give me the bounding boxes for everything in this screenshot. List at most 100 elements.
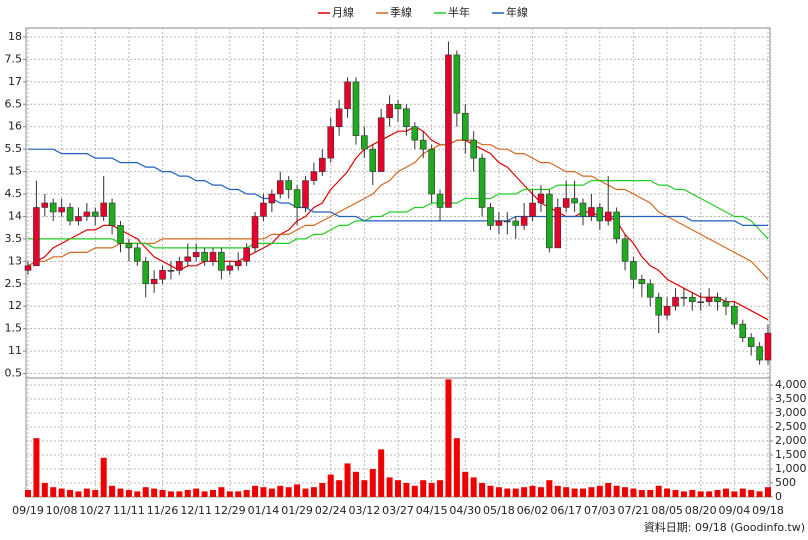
candle-body xyxy=(529,202,536,217)
y-tick-label: 17 xyxy=(8,75,22,88)
volume-bar xyxy=(117,488,124,497)
x-tick-label: 04/15 xyxy=(416,504,448,517)
volume-bar xyxy=(462,471,469,497)
volume-bar xyxy=(504,488,511,497)
volume-bar xyxy=(176,491,183,497)
candle-body xyxy=(319,157,326,172)
x-tick-label: 06/17 xyxy=(550,504,582,517)
y2-tick-label: 1,500 xyxy=(775,448,807,461)
candle-body xyxy=(335,108,343,128)
volume-bar xyxy=(151,488,158,497)
volume-bar xyxy=(41,483,48,497)
volume-bar xyxy=(100,457,107,497)
candle-body xyxy=(495,220,503,226)
x-tick-label: 01/14 xyxy=(248,504,280,517)
volume-bar xyxy=(756,491,763,497)
candle-body xyxy=(394,103,402,110)
candle-body xyxy=(218,252,225,271)
candle-body xyxy=(739,323,747,338)
volume-bar xyxy=(302,488,309,497)
volume-bar xyxy=(420,480,427,497)
legend-label: 月線 xyxy=(332,5,354,19)
candle-body xyxy=(411,126,419,141)
volume-bar xyxy=(638,490,645,497)
candle-body xyxy=(613,211,620,240)
candle-body xyxy=(134,247,141,262)
y2-tick-label: 1,000 xyxy=(775,462,807,475)
candle-body xyxy=(386,103,393,119)
moving-average-line xyxy=(27,139,769,280)
volume-bar xyxy=(277,485,284,497)
x-tick-label: 10/27 xyxy=(79,504,111,517)
x-tick-label: 07/21 xyxy=(618,504,650,517)
x-tick-label: 08/05 xyxy=(651,504,683,517)
volume-bar xyxy=(386,477,393,497)
legend-label: 半年 xyxy=(448,5,470,19)
volume-bar xyxy=(411,485,418,497)
y-tick-label: 2.5 xyxy=(5,277,23,290)
candle-body xyxy=(520,216,528,226)
volume-bar xyxy=(403,483,410,497)
x-tick-label: 06/02 xyxy=(517,504,549,517)
volume-bar xyxy=(706,491,713,497)
candle-body xyxy=(260,202,267,217)
volume-bar xyxy=(252,485,259,497)
moving-average-line xyxy=(28,180,769,249)
volume-bar xyxy=(588,487,595,497)
candle-body xyxy=(646,283,654,298)
volume-bar xyxy=(487,485,494,497)
y-tick-label: 6.5 xyxy=(5,97,23,110)
x-tick-label: 11/26 xyxy=(147,504,179,517)
candle-body xyxy=(243,247,250,262)
volume-bar xyxy=(167,491,174,497)
candle-body xyxy=(655,296,662,316)
volume-bar xyxy=(546,480,553,497)
candle-body xyxy=(554,207,562,249)
volume-bar xyxy=(445,379,452,497)
volume-bar xyxy=(67,490,74,497)
candle-body xyxy=(596,207,604,222)
y-tick-label: 16 xyxy=(8,120,22,133)
candle-body xyxy=(41,202,49,208)
candle-body xyxy=(33,207,40,267)
volume-bar xyxy=(395,480,401,497)
y-tick-label: 7.5 xyxy=(5,52,23,65)
volume-bar xyxy=(50,487,57,497)
volume-bar xyxy=(235,491,242,497)
volume-bar xyxy=(563,487,570,497)
candle-body xyxy=(100,202,107,217)
candle-body xyxy=(293,189,301,208)
x-tick-label: 09/04 xyxy=(719,504,751,517)
candle-body xyxy=(167,270,175,272)
y2-tick-label: 4,000 xyxy=(775,378,807,391)
volume-bar xyxy=(647,490,654,497)
volume-bar xyxy=(605,483,612,497)
x-tick-label: 10/08 xyxy=(46,504,78,517)
candle-body xyxy=(562,198,570,208)
candle-body xyxy=(731,305,738,325)
volume-bar xyxy=(554,485,561,497)
candle-body xyxy=(344,81,351,110)
volume-bar xyxy=(512,488,519,497)
candle-body xyxy=(621,238,629,262)
volume-bar xyxy=(680,491,687,497)
volume-bar xyxy=(294,484,301,497)
x-tick-label: 02/24 xyxy=(315,504,347,517)
volume-bar xyxy=(109,485,116,497)
volume-bar xyxy=(285,487,292,497)
volume-bar xyxy=(672,490,679,497)
x-tick-label: 12/11 xyxy=(180,504,212,517)
candle-body xyxy=(756,346,763,361)
volume-bar xyxy=(352,471,359,497)
volume-bar xyxy=(655,485,662,497)
y-tick-label: 14 xyxy=(8,209,22,222)
candle-body xyxy=(142,261,150,285)
volume-bar xyxy=(529,485,536,497)
volume-bar xyxy=(268,488,275,497)
volume-bar xyxy=(613,485,620,497)
volume-bar xyxy=(622,487,629,497)
volume-bar xyxy=(664,488,671,497)
volume-bar xyxy=(142,487,149,497)
